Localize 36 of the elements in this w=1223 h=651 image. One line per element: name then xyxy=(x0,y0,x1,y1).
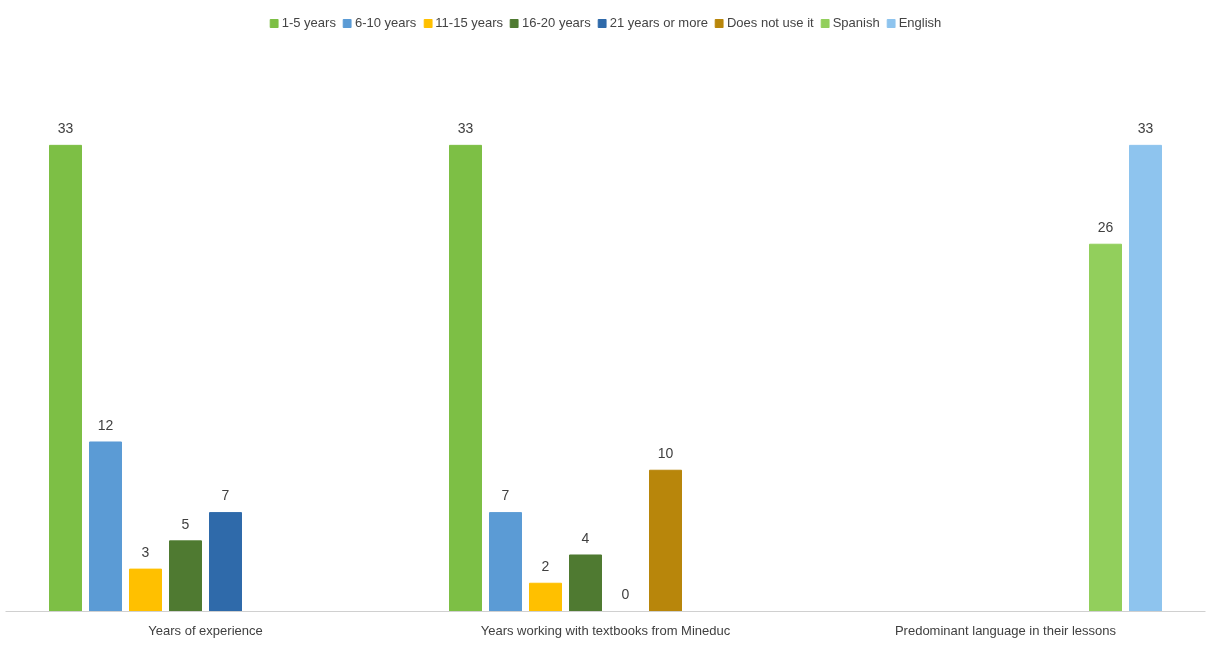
legend-label: English xyxy=(898,15,942,30)
bar xyxy=(489,512,522,612)
x-tick-label: Years working with textbooks from Mineduc xyxy=(480,622,731,638)
data-label: 7 xyxy=(221,487,230,504)
x-tick-label: Predominant language in their lessons xyxy=(894,622,1117,638)
bar xyxy=(449,144,482,612)
data-label: 33 xyxy=(57,120,74,137)
bar xyxy=(49,144,82,612)
data-label: 33 xyxy=(1137,120,1154,137)
legend-label: 6-10 years xyxy=(354,15,417,30)
legend-label: Does not use it xyxy=(726,15,814,30)
legend-label: 1-5 years xyxy=(281,15,336,30)
bar xyxy=(529,582,562,612)
bar xyxy=(129,568,162,612)
bar xyxy=(649,469,682,612)
data-label: 2 xyxy=(541,558,550,575)
legend-label: 16-20 years xyxy=(522,15,591,30)
data-label: 4 xyxy=(581,529,590,546)
bar xyxy=(569,554,602,612)
data-label: 33 xyxy=(457,120,474,137)
bar xyxy=(169,540,202,612)
data-label: 12 xyxy=(97,416,114,433)
bar xyxy=(209,512,242,612)
data-label: 0 xyxy=(621,586,630,603)
bar xyxy=(1129,144,1162,612)
legend-label: 21 years or more xyxy=(609,15,708,30)
data-label: 26 xyxy=(1097,219,1114,236)
x-tick-label: Years of experience xyxy=(148,622,263,638)
data-label: 7 xyxy=(501,487,510,504)
data-label: 3 xyxy=(141,544,150,560)
bar xyxy=(1089,243,1122,612)
data-label: 5 xyxy=(181,515,190,532)
legend-label: 11-15 years xyxy=(435,15,504,30)
legend-label: Spanish xyxy=(832,15,880,30)
bar xyxy=(89,441,122,612)
data-label: 10 xyxy=(657,445,674,462)
